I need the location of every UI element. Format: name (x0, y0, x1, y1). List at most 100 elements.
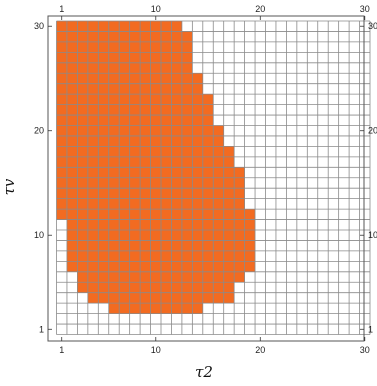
x-tick-label-top: 20 (255, 4, 265, 14)
x-tick-label-top: 30 (360, 4, 370, 14)
heatmap-cell (66, 230, 78, 241)
heatmap-cell (181, 104, 193, 116)
heatmap-cell (171, 303, 182, 314)
heatmap-cell (181, 261, 193, 272)
heatmap-cell (129, 177, 141, 189)
heatmap-cell (119, 104, 130, 116)
heatmap-cell (213, 250, 224, 262)
heatmap-cell (202, 282, 214, 293)
heatmap-cell (129, 73, 141, 84)
heatmap-cell (140, 31, 151, 42)
heatmap-cell (181, 188, 193, 199)
heatmap-cell (98, 198, 109, 210)
heatmap-cell (192, 73, 203, 84)
heatmap-cell (140, 261, 151, 272)
heatmap-cell (66, 21, 78, 32)
heatmap-cell (66, 115, 78, 126)
heatmap-cell (129, 146, 141, 157)
heatmap-cell (56, 94, 67, 105)
heatmap-cell (202, 156, 214, 168)
heatmap-cell (77, 230, 88, 241)
heatmap-cell (108, 41, 120, 53)
heatmap-cell (171, 167, 182, 178)
heatmap-cell (77, 83, 88, 95)
heatmap-cell (223, 230, 235, 241)
heatmap-cell (140, 62, 151, 74)
heatmap-cell (98, 21, 109, 32)
heatmap-cell (161, 83, 172, 95)
heatmap-cell (56, 188, 67, 199)
heatmap-cell (66, 250, 78, 262)
heatmap-cell (87, 94, 99, 105)
heatmap-cell (213, 125, 224, 136)
heatmap-cell (161, 292, 172, 304)
heatmap-cell (171, 125, 182, 136)
heatmap-cell (129, 104, 141, 116)
heatmap-cell (202, 271, 214, 283)
y-tick-label-left: 10 (34, 230, 44, 240)
heatmap-cell (56, 177, 67, 189)
heatmap-cell (98, 177, 109, 189)
heatmap-cell (161, 146, 172, 157)
heatmap-cell (202, 292, 214, 304)
heatmap-cell (181, 230, 193, 241)
heatmap-cell (161, 240, 172, 251)
heatmap-cell (66, 146, 78, 157)
heatmap-cell (87, 240, 99, 251)
heatmap-cell (181, 167, 193, 178)
heatmap-cell (213, 146, 224, 157)
heatmap-cell (66, 104, 78, 116)
heatmap-cell (98, 62, 109, 74)
heatmap-cell (129, 303, 141, 314)
heatmap-cell (87, 250, 99, 262)
heatmap-cell (171, 271, 182, 283)
heatmap-cell (192, 146, 203, 157)
heatmap-cell (87, 292, 99, 304)
x-tick-label-top: 10 (151, 4, 161, 14)
heatmap-cell (129, 261, 141, 272)
heatmap-cell (66, 52, 78, 63)
y-tick-label-left: 1 (39, 324, 44, 334)
heatmap-cell (223, 219, 235, 230)
heatmap-cell (56, 52, 67, 63)
heatmap-cell (66, 177, 78, 189)
heatmap-cell (108, 167, 120, 178)
heatmap-cell (223, 282, 235, 293)
heatmap-cell (87, 125, 99, 136)
heatmap-cell (140, 73, 151, 84)
heatmap-cell (140, 240, 151, 251)
heatmap-cell (129, 271, 141, 283)
heatmap-cell (213, 261, 224, 272)
heatmap-cell (213, 219, 224, 230)
heatmap-cell (77, 198, 88, 210)
heatmap-cell (129, 292, 141, 304)
heatmap-cell (77, 167, 88, 178)
heatmap-cell (77, 94, 88, 105)
heatmap-cell (202, 167, 214, 178)
heatmap-cell (150, 240, 161, 251)
heatmap-cell (77, 104, 88, 116)
heatmap-cell (192, 261, 203, 272)
heatmap-cell (119, 41, 130, 53)
heatmap-cell (140, 198, 151, 210)
heatmap-cell (234, 230, 245, 241)
heatmap-cell (56, 62, 67, 74)
heatmap-cell (150, 219, 161, 230)
heatmap-cell (150, 198, 161, 210)
heatmap-cell (119, 282, 130, 293)
heatmap-cell (129, 135, 141, 147)
heatmap-cell (181, 292, 193, 304)
heatmap-cell (181, 94, 193, 105)
heatmap-cell (223, 156, 235, 168)
heatmap-cell (150, 52, 161, 63)
heatmap-cell (98, 94, 109, 105)
heatmap-cell (181, 52, 193, 63)
heatmap-cell (119, 198, 130, 210)
heatmap-cell (181, 271, 193, 283)
heatmap-cell (108, 52, 120, 63)
heatmap-cell (171, 240, 182, 251)
x-tick-label-bottom: 30 (360, 345, 370, 355)
heatmap-cell (213, 292, 224, 304)
heatmap-cell (66, 156, 78, 168)
heatmap-cell (223, 292, 235, 304)
